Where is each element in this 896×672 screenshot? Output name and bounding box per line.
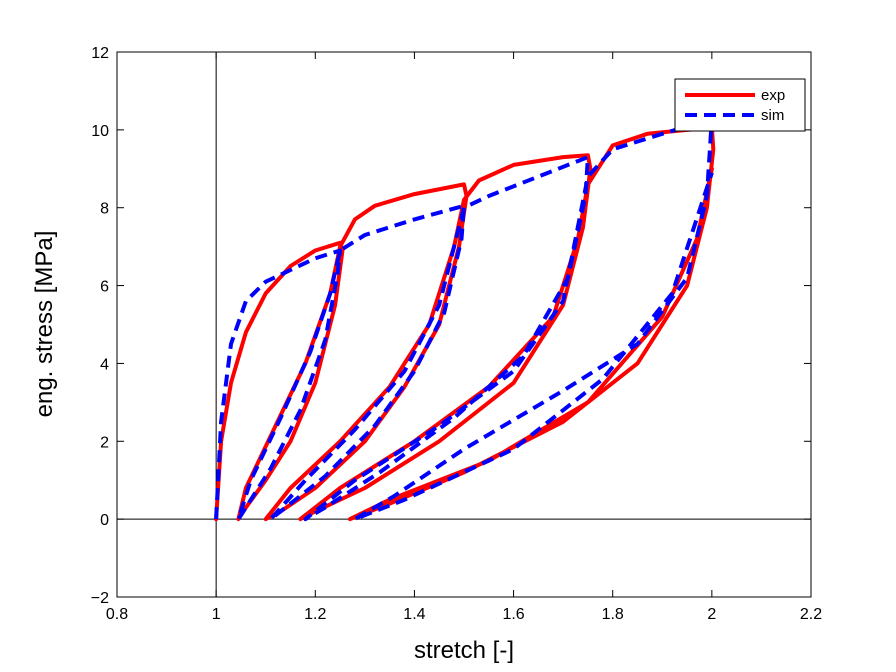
series-line: [214, 116, 714, 522]
x-tick-label: 2: [707, 606, 716, 623]
y-tick-label: −2: [91, 590, 109, 607]
y-tick-label: 10: [91, 123, 109, 140]
x-tick-label: 0.8: [106, 606, 128, 623]
y-tick-label: 2: [100, 434, 109, 451]
y-axis-label: eng. stress [MPa]: [31, 231, 58, 418]
x-tick-label: 1.2: [304, 606, 326, 623]
x-axis-label: stretch [-]: [414, 637, 514, 664]
plot-frame: [116, 51, 812, 598]
legend-box: [674, 78, 806, 132]
y-tick-label: 4: [100, 356, 109, 373]
y-tick-label: 12: [91, 45, 109, 62]
x-tick-label: 1: [212, 606, 221, 623]
y-tick-label: 8: [100, 201, 109, 218]
legend-label: exp: [761, 87, 785, 104]
y-tick-label: 0: [100, 512, 109, 529]
x-tick-label: 1.6: [502, 606, 524, 623]
y-tick-label: 6: [100, 279, 109, 296]
legend: exp sim: [674, 78, 806, 132]
x-tick-label: 1.4: [403, 606, 425, 623]
plot-area: [117, 52, 811, 597]
legend-label: sim: [761, 107, 784, 124]
x-tick-label: 2.2: [800, 606, 822, 623]
x-tick-label: 1.8: [602, 606, 624, 623]
